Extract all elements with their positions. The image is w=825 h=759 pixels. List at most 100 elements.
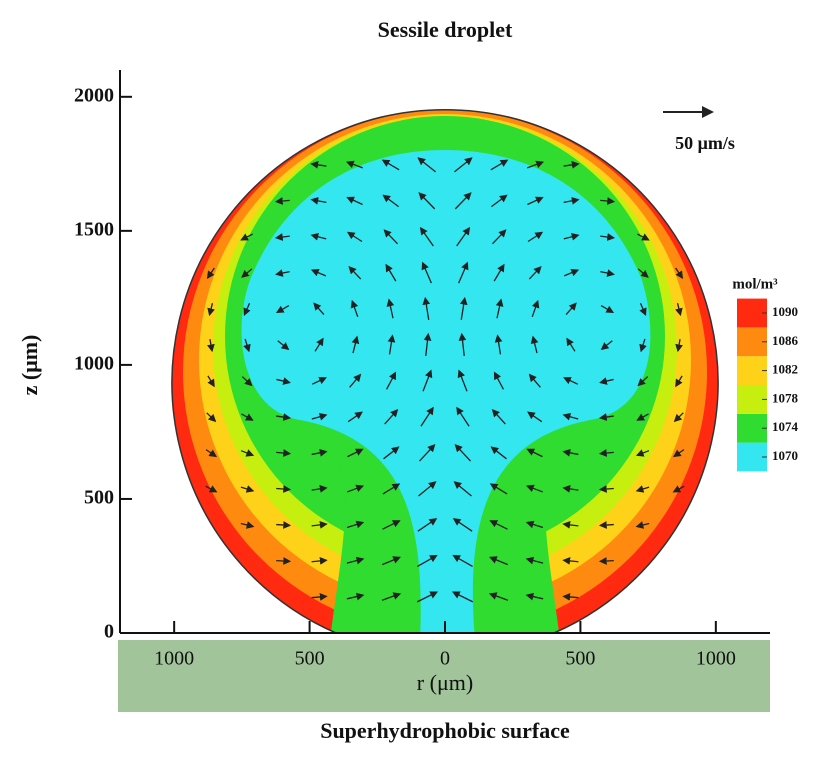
velocity-arrow	[311, 557, 328, 565]
velocity-arrow	[383, 446, 400, 460]
velocity-arrow	[530, 335, 539, 354]
velocity-arrow	[675, 375, 683, 388]
velocity-arrow	[636, 413, 649, 421]
velocity-arrow	[417, 554, 438, 568]
velocity-arrow	[347, 448, 364, 458]
velocity-arrow	[241, 376, 253, 387]
velocity-arrow	[489, 556, 508, 566]
velocity-arrow	[275, 305, 290, 314]
velocity-arrow	[386, 298, 395, 319]
velocity-arrow	[240, 521, 255, 529]
velocity-arrow	[454, 443, 471, 462]
velocity-arrow	[346, 520, 365, 529]
x-tick-label: 500	[295, 648, 325, 670]
velocity-arrow	[454, 192, 472, 210]
velocity-arrow	[637, 376, 649, 387]
colorbar-tick-label: 1070	[772, 448, 798, 463]
velocity-arrow	[488, 592, 509, 601]
velocity-arrow	[673, 412, 684, 423]
x-tick-label: 500	[565, 648, 595, 670]
velocity-arrow	[384, 409, 399, 425]
y-axis-label: z (μm)	[17, 335, 42, 396]
velocity-arrow	[422, 369, 433, 392]
velocity-arrow	[241, 268, 253, 278]
x-tick-label: 1000	[154, 648, 194, 670]
velocity-arrow	[563, 232, 580, 241]
velocity-arrow	[240, 233, 253, 241]
velocity-arrow	[423, 332, 432, 357]
velocity-arrow	[348, 266, 362, 280]
velocity-arrow	[241, 413, 254, 421]
velocity-arrow	[349, 373, 362, 388]
velocity-arrow	[600, 340, 613, 351]
colorbar-title: mol/m³	[732, 276, 778, 292]
x-tick-label: 1000	[696, 648, 736, 670]
velocity-arrow	[563, 269, 580, 277]
velocity-arrow	[346, 484, 364, 493]
velocity-arrow	[276, 413, 292, 421]
velocity-arrow	[346, 196, 363, 206]
velocity-arrow	[527, 196, 544, 206]
velocity-arrow	[495, 298, 504, 319]
velocity-arrow	[451, 591, 474, 603]
velocity-arrow	[207, 303, 215, 317]
velocity-arrow	[276, 449, 292, 457]
velocity-arrow	[207, 338, 215, 353]
velocity-arrow	[346, 592, 365, 601]
velocity-arrow	[310, 196, 327, 205]
velocity-arrow	[276, 557, 292, 565]
velocity-arrow	[381, 159, 400, 171]
velocity-arrow	[276, 377, 291, 385]
velocity-arrow	[310, 232, 327, 241]
velocity-arrow	[562, 485, 579, 493]
velocity-arrow	[310, 161, 327, 169]
velocity-arrow	[350, 299, 359, 318]
velocity-arrow	[417, 518, 438, 532]
velocity-arrow	[382, 520, 401, 530]
velocity-arrow	[240, 449, 255, 457]
velocity-arrow	[675, 267, 684, 280]
velocity-arrow	[452, 554, 473, 568]
velocity-arrow	[635, 449, 650, 457]
velocity-arrow	[493, 263, 505, 282]
velocity-arrow	[314, 337, 324, 352]
velocity-arrow	[311, 485, 328, 493]
velocity-arrow	[453, 157, 473, 173]
velocity-arrow	[563, 161, 580, 169]
velocity-arrow	[600, 233, 616, 241]
velocity-arrow	[383, 229, 399, 245]
velocity-arrow	[277, 340, 290, 351]
velocity-arrow	[600, 305, 615, 314]
velocity-arrow	[528, 373, 541, 388]
velocity-arrow	[459, 296, 468, 320]
velocity-arrow	[562, 412, 579, 421]
velocity-arrow	[527, 231, 544, 243]
velocity-arrow	[598, 449, 614, 457]
velocity-arrow	[562, 521, 579, 529]
velocity-arrow	[526, 484, 544, 493]
velocity-arrow	[385, 371, 397, 390]
velocity-arrow	[598, 557, 614, 565]
velocity-arrow	[562, 448, 579, 457]
velocity-arrow	[382, 483, 401, 495]
y-tick-label: 0	[104, 621, 114, 643]
velocity-arrow	[206, 412, 217, 423]
y-tick-label: 1000	[74, 352, 114, 374]
velocity-arrow	[457, 369, 468, 392]
colorbar-tick-label: 1082	[772, 362, 798, 377]
velocity-arrow	[420, 406, 434, 427]
velocity-arrow	[345, 160, 364, 169]
velocity-arrow	[525, 520, 544, 529]
velocity-arrow	[562, 557, 579, 565]
velocity-arrow	[672, 485, 685, 493]
velocity-arrow	[274, 197, 290, 205]
velocity-arrow	[351, 335, 360, 354]
y-tick-label: 1500	[74, 218, 114, 240]
x-axis-label: r (μm)	[417, 670, 473, 695]
velocity-arrow	[276, 521, 292, 529]
contour-band	[241, 150, 651, 634]
velocity-arrow	[311, 448, 328, 457]
velocity-arrow	[382, 556, 401, 566]
velocity-arrow	[491, 409, 506, 425]
